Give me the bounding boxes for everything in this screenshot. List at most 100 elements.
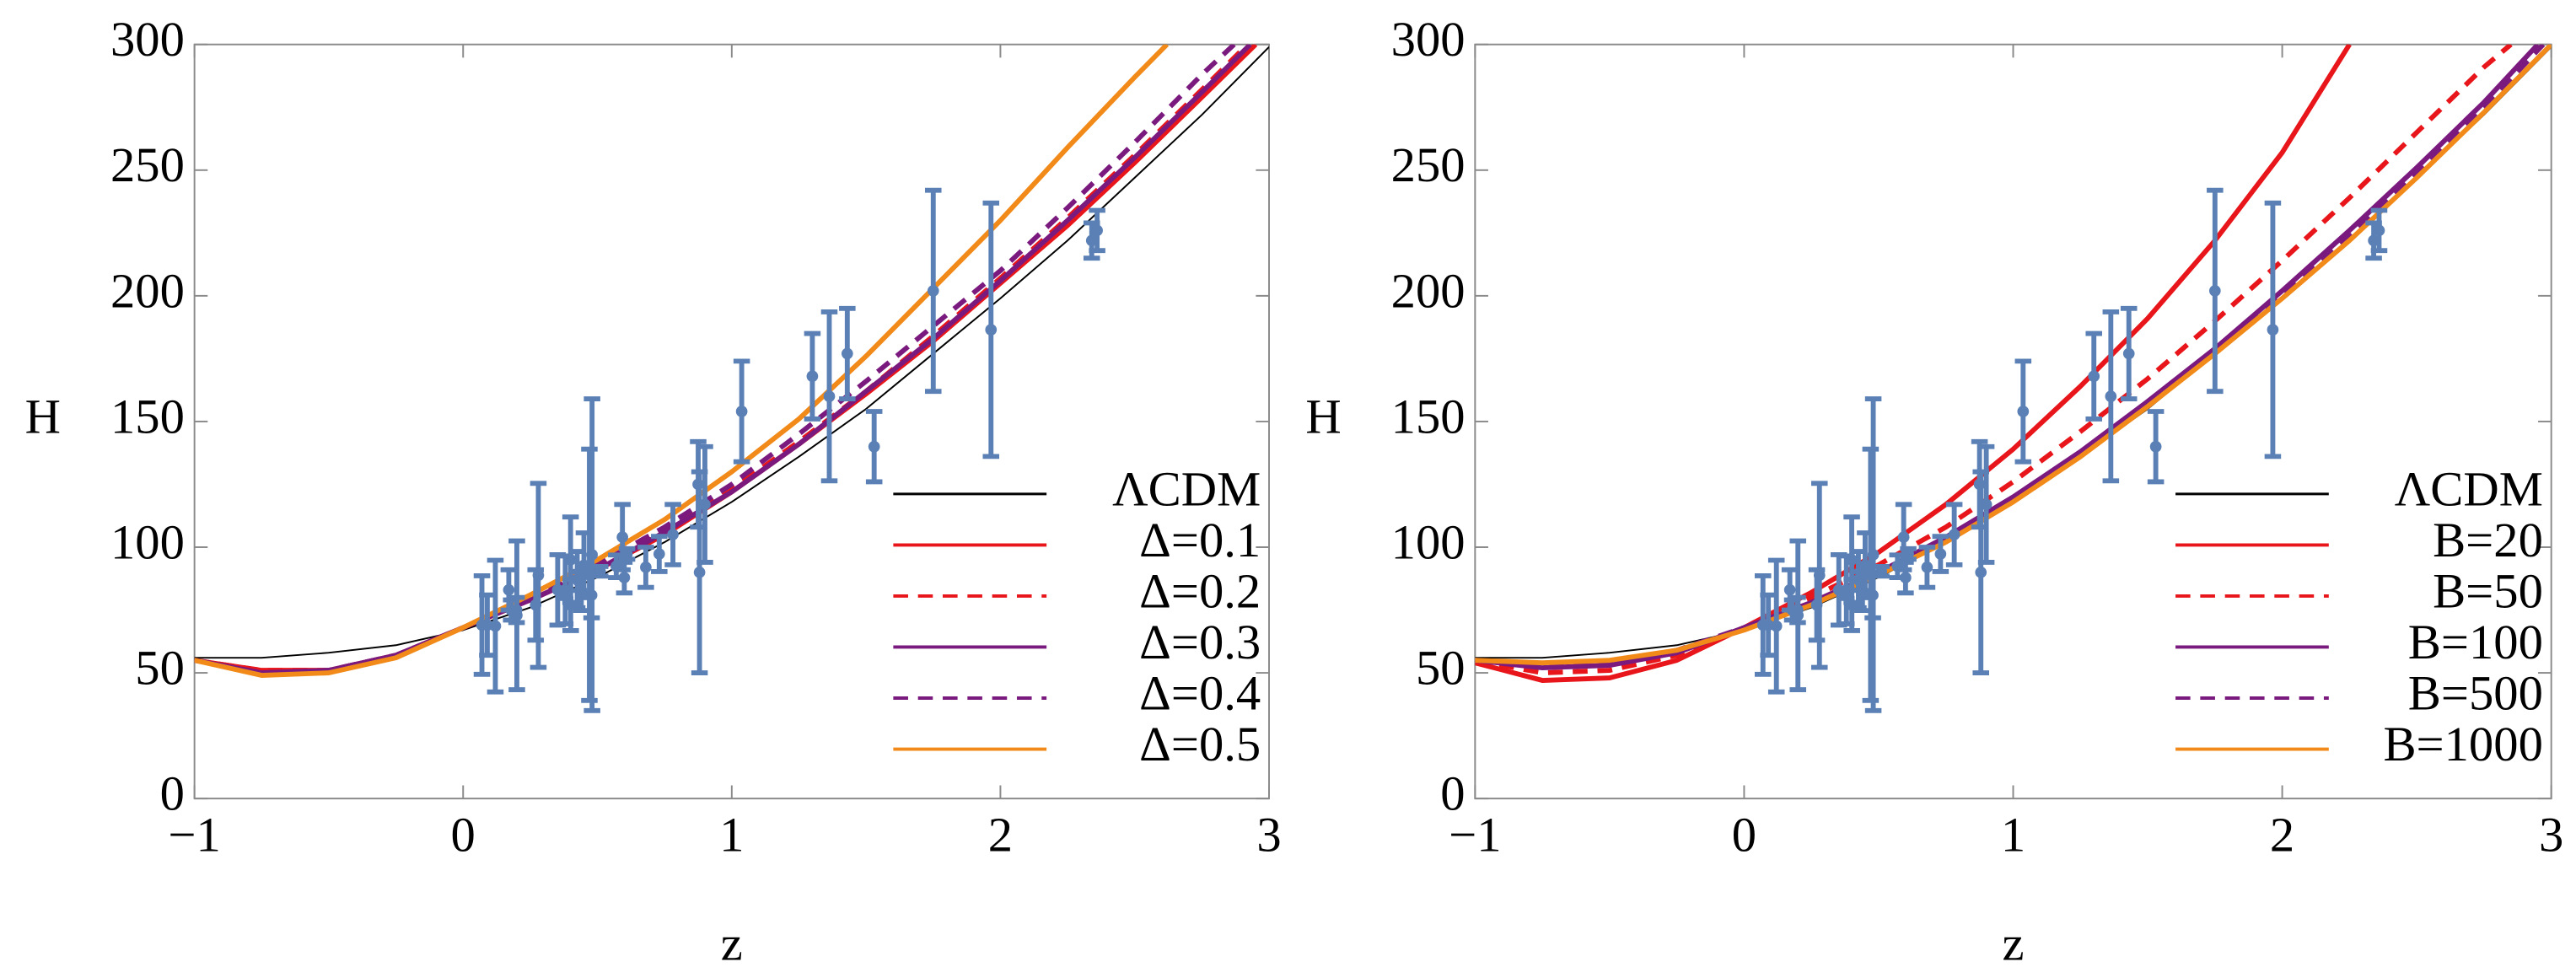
data-point: [2267, 324, 2279, 336]
data-point: [489, 620, 502, 632]
data-point: [503, 583, 515, 596]
data-point: [1859, 559, 1871, 572]
y-tick-label: 100: [110, 514, 185, 569]
x-tick-label: 3: [1256, 807, 1281, 862]
model-curve: [1475, 44, 2552, 666]
data-point: [1770, 620, 1783, 632]
data-point: [927, 285, 939, 297]
y-tick-label: 250: [1391, 137, 1465, 192]
model-curve: [194, 44, 1252, 676]
model-curve: [194, 44, 1250, 674]
data-point: [1934, 548, 1947, 560]
data-point: [1921, 562, 1933, 573]
data-points: [1754, 187, 2388, 713]
y-tick-label: 100: [1391, 514, 1465, 569]
data-point: [2017, 406, 2030, 417]
curves: [1475, 44, 2552, 683]
x-tick-label: 1: [2001, 807, 2025, 862]
data-point: [1846, 554, 1858, 566]
data-point: [578, 559, 590, 572]
y-tick-label: 0: [1440, 766, 1465, 821]
plot-frame: [1474, 43, 2552, 800]
data-point: [1792, 609, 1804, 621]
y-tick-label: 300: [110, 12, 185, 67]
y-tick-label: 0: [160, 766, 185, 821]
data-point: [1867, 549, 1880, 561]
y-tick-label: 150: [1391, 389, 1465, 443]
x-tick-label: 2: [988, 807, 1013, 862]
x-tick-label: 2: [2270, 807, 2294, 862]
data-point: [1085, 234, 1098, 247]
plot-frame: [193, 43, 1270, 800]
curves: [194, 44, 1270, 678]
legend-label: B=20: [2433, 513, 2543, 567]
model-curve: [1475, 44, 2546, 669]
data-point: [564, 554, 577, 566]
model-curve: [194, 44, 1170, 678]
data-point: [735, 406, 748, 417]
data-point: [640, 562, 652, 573]
data-point: [653, 548, 665, 560]
model-curve: [1475, 44, 2513, 676]
model-curve: [1475, 46, 2552, 659]
data-point: [1900, 572, 1912, 583]
data-point: [1875, 565, 1888, 578]
data-point: [1091, 224, 1103, 237]
x-tick-label: −1: [1449, 807, 1501, 862]
data-point: [693, 566, 706, 578]
data-point: [621, 548, 633, 560]
x-tick-label: 3: [2539, 807, 2563, 862]
data-point: [868, 440, 880, 453]
data-point: [841, 347, 853, 360]
data-point: [2373, 224, 2385, 237]
y-tick-label: 200: [1391, 263, 1465, 318]
legend-label: B=50: [2433, 563, 2543, 618]
data-point: [806, 370, 819, 383]
data-points: [473, 187, 1105, 713]
data-point: [2122, 347, 2135, 360]
y-tick-label: 250: [110, 137, 185, 192]
data-point: [586, 549, 599, 561]
legend-label: B=100: [2408, 615, 2543, 669]
model-curve: [194, 44, 1258, 674]
data-point: [616, 531, 629, 543]
data-point: [1783, 583, 1796, 596]
legend-label: Δ=0.5: [1139, 717, 1261, 771]
legend-label: ΛCDM: [2395, 461, 2543, 516]
legend-label: Δ=0.2: [1139, 563, 1261, 618]
data-point: [1980, 498, 1993, 511]
data-point: [823, 390, 836, 402]
data-point: [618, 572, 631, 583]
x-axis-label: z: [721, 916, 743, 970]
y-axis-label: H: [1305, 389, 1341, 443]
data-point: [2105, 390, 2117, 402]
y-axis-label: H: [25, 389, 61, 443]
x-tick-label: 0: [451, 807, 476, 862]
x-tick-label: 1: [719, 807, 744, 862]
data-point: [1975, 566, 1987, 578]
legend-label: B=500: [2408, 665, 2543, 720]
data-point: [699, 498, 711, 511]
y-tick-label: 150: [110, 389, 185, 443]
x-axis-label: z: [2002, 916, 2024, 970]
data-point: [2208, 285, 2221, 297]
data-point: [2088, 370, 2100, 383]
data-point: [2368, 234, 2380, 247]
model-curve: [1475, 44, 2352, 683]
legend-label: ΛCDM: [1112, 461, 1261, 516]
data-point: [1902, 548, 1914, 560]
data-point: [2149, 440, 2162, 453]
legend-label: Δ=0.4: [1139, 665, 1261, 720]
y-tick-label: 50: [1416, 641, 1465, 696]
model-curve: [1475, 44, 2540, 671]
y-tick-label: 200: [110, 263, 185, 318]
y-tick-label: 50: [135, 641, 185, 696]
data-point: [594, 565, 606, 578]
x-tick-label: −1: [168, 807, 220, 862]
legend-label: Δ=0.1: [1139, 513, 1261, 567]
